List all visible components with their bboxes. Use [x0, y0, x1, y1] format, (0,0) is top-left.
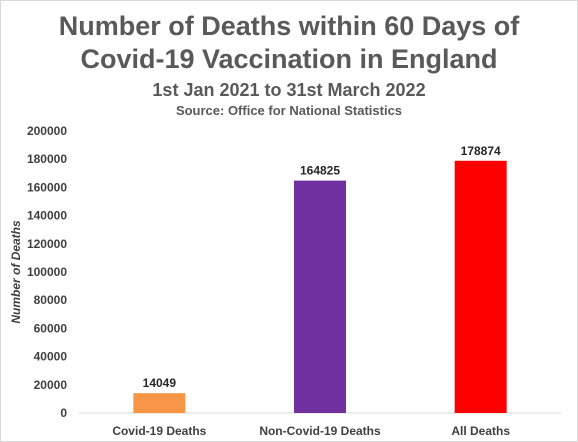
y-axis-label: Number of Deaths — [9, 220, 23, 324]
bar — [294, 180, 346, 413]
y-tick-label: 60000 — [34, 321, 68, 335]
data-label: 14049 — [143, 376, 177, 390]
y-tick-label: 140000 — [27, 209, 67, 223]
data-label: 164825 — [300, 164, 340, 178]
y-axis-ticks: 0 20000 40000 60000 80000 100000 120000 140000 1… — [27, 124, 67, 420]
bar — [133, 393, 186, 413]
chart-subtitle: 1st Jan 2021 to 31st March 2022 — [152, 80, 426, 100]
y-tick-label: 0 — [60, 406, 67, 420]
category-label: Covid-19 Deaths — [112, 424, 206, 438]
category-label: Non-Covid-19 Deaths — [259, 424, 381, 438]
data-label: 178874 — [461, 144, 501, 158]
bars — [133, 160, 507, 413]
y-tick-label: 20000 — [34, 378, 68, 392]
y-tick-label: 160000 — [27, 180, 67, 194]
y-tick-label: 100000 — [27, 265, 67, 279]
y-tick-label: 40000 — [34, 350, 68, 364]
y-tick-label: 180000 — [27, 152, 67, 166]
y-tick-label: 200000 — [27, 124, 67, 138]
y-tick-label: 120000 — [27, 237, 67, 251]
chart-title-line-2: Covid-19 Vaccination in England — [80, 44, 498, 74]
chart-source: Source: Office for National Statistics — [175, 103, 403, 118]
y-tick-label: 80000 — [34, 293, 68, 307]
data-labels: 14049 164825 178874 — [143, 144, 501, 390]
chart-titles: Number of Deaths within 60 Days of Covid… — [1, 1, 577, 119]
bar — [454, 160, 507, 413]
category-labels: Covid-19 Deaths Non-Covid-19 Deaths All De… — [112, 424, 510, 438]
category-label: All Deaths — [451, 424, 510, 438]
chart-title-line-1: Number of Deaths within 60 Days of — [58, 11, 520, 41]
